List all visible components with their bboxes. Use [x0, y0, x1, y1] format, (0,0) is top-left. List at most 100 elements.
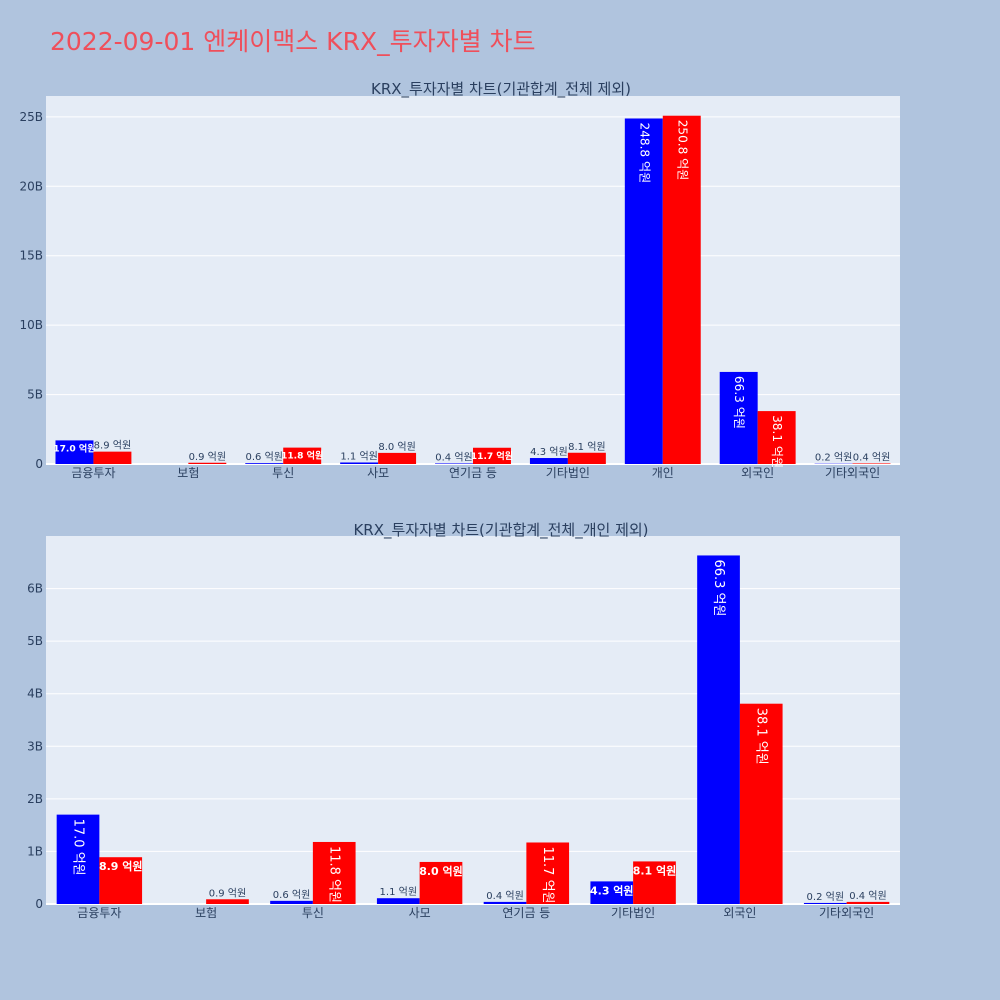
data-label: 0.9 억원 — [209, 887, 246, 899]
bar — [270, 900, 313, 904]
data-label: 66.3 억원 — [732, 376, 746, 429]
bar — [312, 841, 356, 904]
bar — [662, 115, 701, 465]
bar — [529, 458, 568, 464]
bar — [93, 451, 132, 464]
data-label: 0.4 억원 — [486, 890, 523, 902]
data-label: 8.9 억원 — [94, 440, 131, 452]
bar — [846, 901, 890, 904]
data-label: 38.1 억원 — [770, 415, 784, 468]
chart-title: KRX_투자자별 차트(기관합계_전체 제외) — [371, 80, 631, 99]
bar — [852, 463, 891, 464]
data-label: 8.0 억원 — [419, 864, 463, 878]
data-label: 66.3 억원 — [711, 559, 726, 616]
bar — [55, 440, 94, 464]
x-tick-label: 투신 — [302, 906, 324, 920]
bar — [188, 462, 227, 464]
x-tick-label: 연기금 등 — [502, 906, 550, 920]
bar — [376, 898, 420, 904]
y-tick-label: 0 — [35, 457, 43, 471]
x-tick-label: 기타외국인 — [825, 466, 880, 480]
data-label: 248.8 억원 — [637, 122, 651, 183]
data-label: 0.4 억원 — [849, 890, 886, 902]
x-tick-label: 투신 — [272, 466, 294, 480]
data-label: 250.8 억원 — [675, 120, 689, 181]
x-tick-label: 보험 — [195, 906, 217, 920]
x-tick-label: 개인 — [652, 466, 674, 480]
data-label: 0.2 억원 — [807, 891, 844, 903]
y-tick-label: 0 — [35, 897, 43, 911]
chart-title: KRX_투자자별 차트(기관합계_전체_개인 제외) — [353, 521, 648, 540]
data-label: 4.3 억원 — [530, 446, 567, 458]
x-tick-label: 기타법인 — [611, 906, 655, 920]
chart-2: KRX_투자자별 차트(기관합계_전체_개인 제외) 0 1B 2B 3B 4B 5B 6B 금… — [27, 521, 900, 920]
y-tick-label: 5B — [27, 634, 43, 648]
data-label: 0.2 억원 — [815, 452, 852, 464]
bar — [99, 857, 143, 904]
x-tick-label: 기타외국인 — [819, 906, 874, 920]
data-label: 0.9 억원 — [189, 451, 226, 463]
y-tick-label: 4B — [27, 687, 43, 701]
chart-1: KRX_투자자별 차트(기관합계_전체 제외) 0 5B 10B 15B 20B 25B 금융… — [19, 80, 900, 480]
bar — [483, 901, 527, 904]
data-label: 0.4 억원 — [435, 451, 472, 463]
page-title: 2022-09-01 엔케이맥스 KRX_투자자별 차트 — [50, 27, 536, 56]
bar — [206, 899, 249, 904]
x-tick-label: 보험 — [177, 466, 199, 480]
y-tick-label: 6B — [27, 582, 43, 596]
x-tick-label: 외국인 — [723, 906, 756, 920]
bar — [56, 814, 100, 904]
x-tick-label: 외국인 — [741, 466, 774, 480]
data-label: 1.1 억원 — [340, 450, 377, 462]
data-label: 8.0 억원 — [378, 441, 415, 453]
plot-area — [46, 96, 900, 464]
data-label: 4.3 억원 — [590, 883, 634, 897]
y-tick-label: 20B — [19, 179, 43, 193]
data-label: 11.7 억원 — [471, 450, 513, 462]
data-label: 8.9 억원 — [99, 859, 143, 873]
y-tick-label: 5B — [27, 388, 43, 402]
x-tick-label: 사모 — [367, 466, 389, 480]
y-tick-label: 3B — [27, 739, 43, 753]
bar — [526, 842, 570, 904]
data-label: 17.0 억원 — [71, 819, 86, 876]
data-label: 11.7 억원 — [540, 846, 555, 903]
x-tick-label: 기타법인 — [546, 466, 590, 480]
bar — [757, 411, 796, 464]
data-label: 8.1 억원 — [633, 863, 677, 877]
bar — [378, 452, 417, 464]
bar — [340, 462, 379, 464]
bar — [473, 447, 511, 464]
bar — [283, 447, 322, 464]
x-tick-label: 금융투자 — [77, 906, 121, 920]
x-tick-label: 금융투자 — [71, 466, 115, 480]
data-label: 0.4 억원 — [853, 451, 890, 463]
bar — [633, 861, 676, 904]
x-tick-label: 사모 — [409, 906, 431, 920]
y-tick-label: 1B — [27, 844, 43, 858]
y-tick-label: 25B — [19, 110, 43, 124]
data-label: 38.1 억원 — [754, 708, 769, 765]
bar — [803, 902, 847, 904]
bar — [719, 371, 758, 464]
bar — [697, 555, 740, 904]
bar — [245, 463, 284, 464]
bar — [739, 703, 783, 904]
y-tick-label: 2B — [27, 792, 43, 806]
x-tick-label: 연기금 등 — [449, 466, 497, 480]
bar — [435, 463, 473, 464]
data-label: 8.1 억원 — [568, 441, 605, 453]
data-label: 1.1 억원 — [380, 886, 417, 898]
data-label: 11.8 억원 — [327, 846, 342, 903]
y-tick-label: 10B — [19, 318, 43, 332]
data-label: 17.0 억원 — [53, 443, 95, 455]
bar — [419, 861, 463, 904]
data-label: 11.8 억원 — [281, 450, 323, 462]
y-tick-label: 15B — [19, 249, 43, 263]
bar — [624, 118, 663, 464]
data-label: 0.6 억원 — [273, 889, 310, 901]
bar — [590, 881, 634, 904]
bar — [567, 452, 606, 464]
data-label: 0.6 억원 — [246, 451, 283, 463]
